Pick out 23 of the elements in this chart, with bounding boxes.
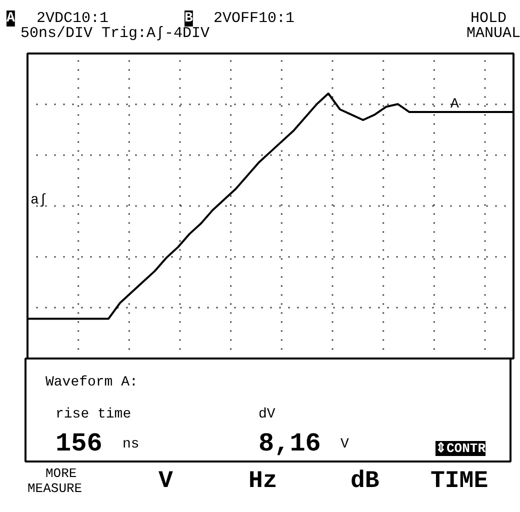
text: TIME [430, 468, 488, 495]
text: HOLD [470, 10, 507, 27]
text: Waveform A: [46, 374, 138, 390]
text: V [340, 436, 350, 452]
text: dV [258, 406, 276, 422]
text: 156 [56, 428, 102, 458]
text: ns [122, 436, 140, 452]
text: ⇕CONTR [436, 441, 486, 456]
annotation: a∫ [30, 192, 48, 208]
text: 2VDC10:1 [36, 10, 109, 27]
text: 50ns/DIV Trig:A∫-4DIV [20, 25, 210, 42]
text: rise time [56, 406, 132, 422]
text: MORE [46, 466, 77, 481]
text: V [158, 468, 174, 495]
text: MANUAL [466, 25, 520, 42]
text: B [184, 10, 194, 26]
annotation: A [450, 96, 460, 112]
text: A [6, 10, 16, 26]
text: dB [350, 468, 380, 495]
text: Hz [248, 468, 278, 495]
text: 8,16 [258, 428, 321, 458]
text: 2VOFF10:1 [214, 10, 295, 27]
text: MEASURE [28, 481, 82, 496]
